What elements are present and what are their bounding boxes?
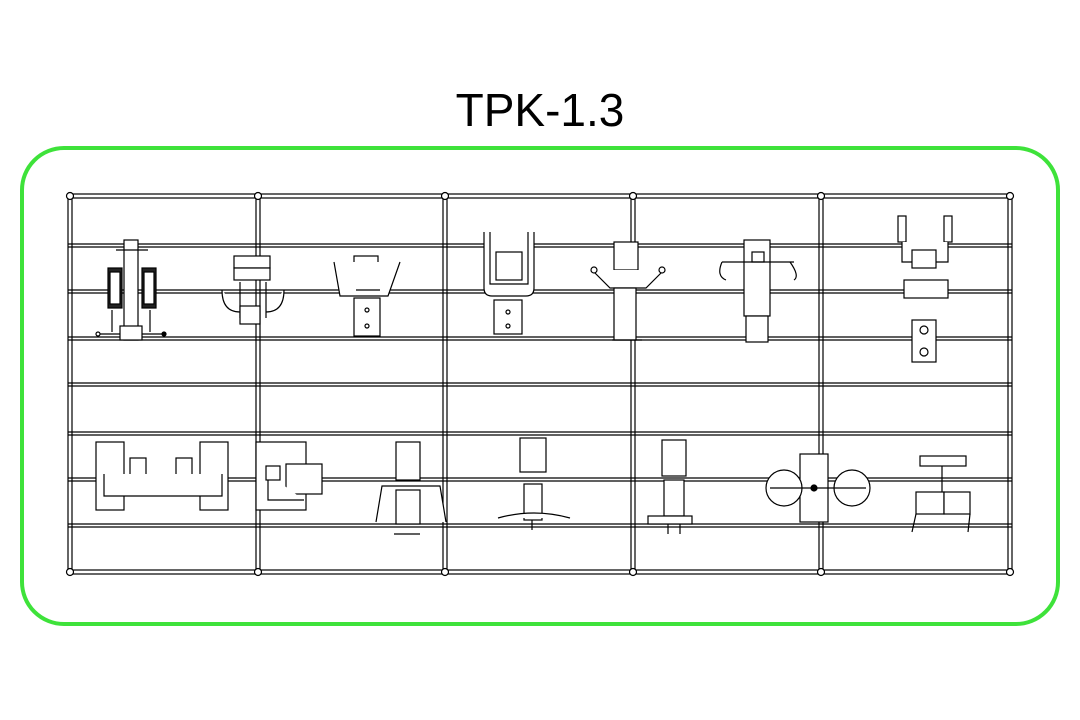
drawing-title: TPK-1.3 <box>455 84 625 136</box>
post-markers <box>65 191 1015 577</box>
equipment-leg-abductor <box>95 441 229 511</box>
grid-frame <box>67 193 1013 575</box>
equipment-press-seat <box>221 255 285 325</box>
equipment-leg-press <box>95 239 167 341</box>
equipment-chair-press <box>255 441 323 511</box>
equipment-chest-press <box>333 255 401 337</box>
equipment-lat-pulldown <box>375 441 447 535</box>
equipment-twister <box>897 215 953 363</box>
equipment-back-extension <box>647 439 693 534</box>
equipment-shoulder-press <box>590 241 666 341</box>
equipment-seated-twist <box>497 437 571 530</box>
green-rounded-frame <box>20 146 1060 626</box>
equipment-stepper <box>911 455 971 533</box>
equipment-wheel-trainer <box>765 453 871 523</box>
equipment-row-machine <box>719 239 797 343</box>
equipment-pull-down <box>483 232 535 335</box>
